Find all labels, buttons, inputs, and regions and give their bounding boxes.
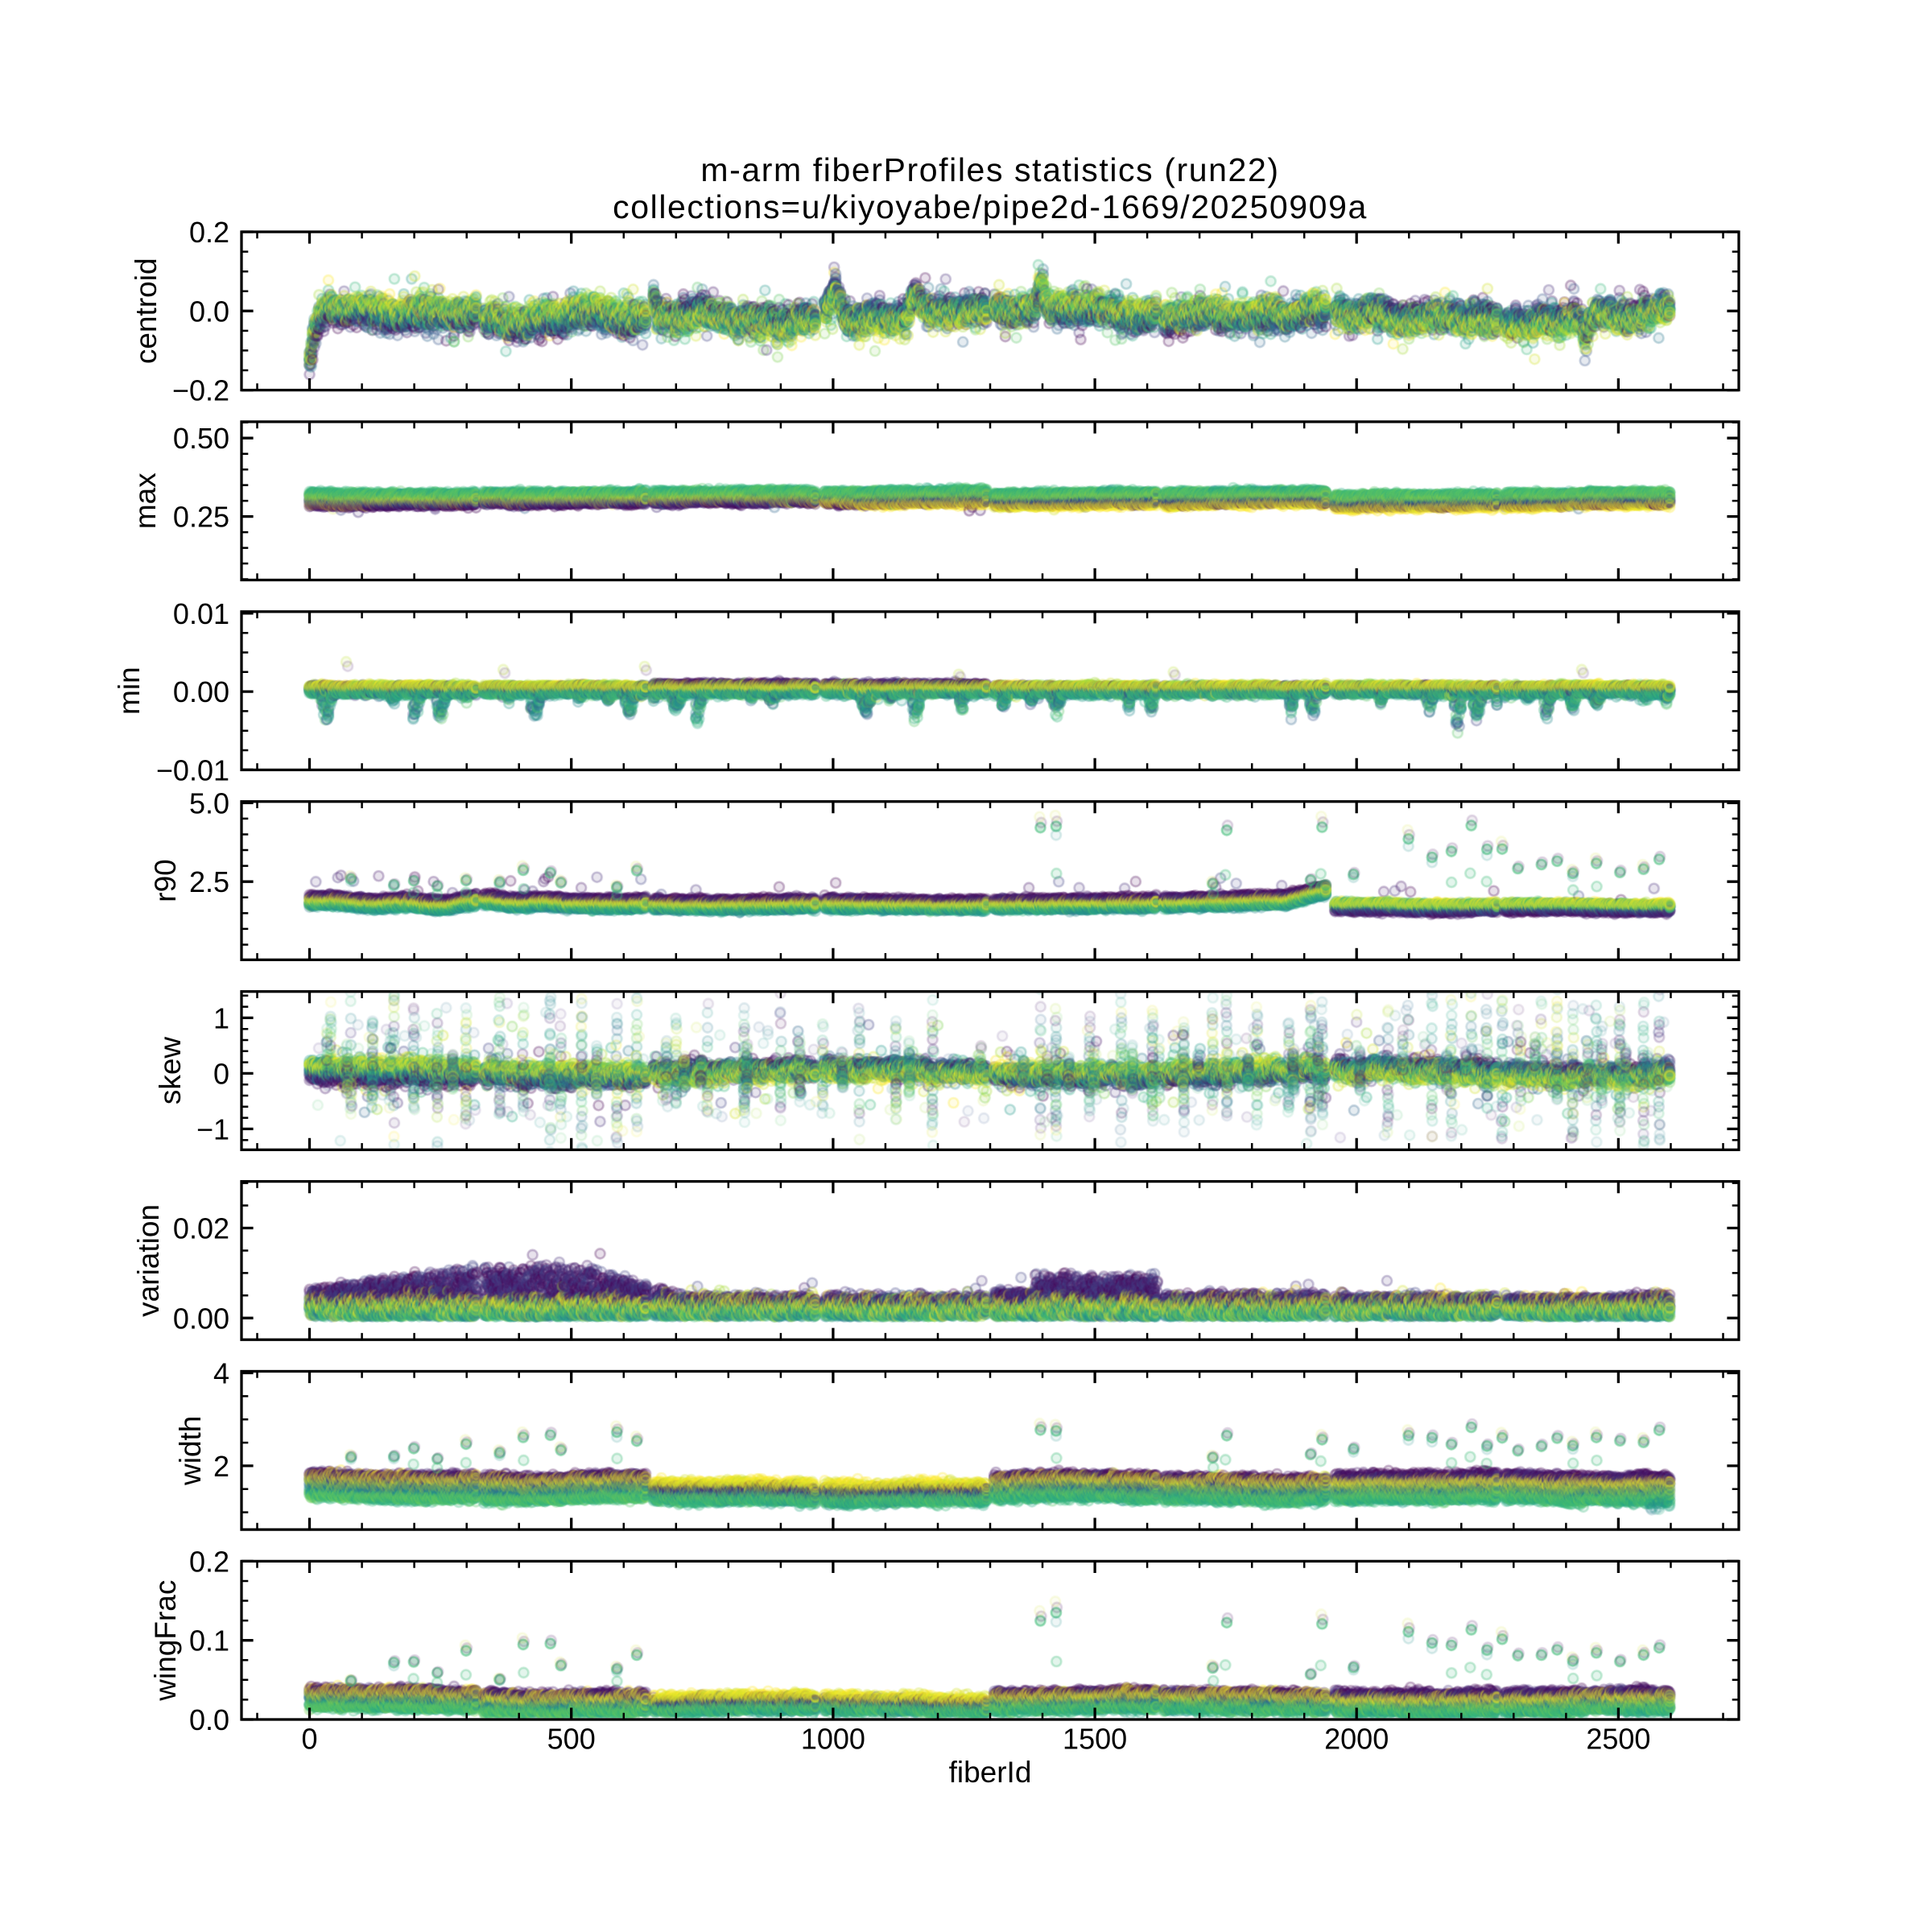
svg-text:0.25: 0.25: [173, 501, 229, 534]
svg-text:−1: −1: [196, 1113, 229, 1146]
svg-text:skew: skew: [154, 1037, 187, 1105]
svg-text:500: 500: [547, 1723, 596, 1756]
svg-text:max: max: [129, 473, 162, 529]
svg-text:−0.2: −0.2: [172, 374, 229, 407]
svg-text:fiberId: fiberId: [949, 1756, 1032, 1789]
svg-text:0.00: 0.00: [173, 675, 229, 708]
svg-text:2.5: 2.5: [189, 865, 229, 898]
svg-text:m-arm fiberProfiles statistics: m-arm fiberProfiles statistics (run22): [700, 151, 1279, 188]
svg-text:2: 2: [213, 1450, 229, 1483]
svg-text:collections=u/kiyoyabe/pipe2d-: collections=u/kiyoyabe/pipe2d-1669/20250…: [613, 188, 1368, 225]
svg-text:0.50: 0.50: [173, 422, 229, 455]
svg-text:2000: 2000: [1324, 1723, 1389, 1756]
svg-text:0.01: 0.01: [173, 597, 229, 630]
svg-text:r90: r90: [149, 859, 182, 902]
svg-text:centroid: centroid: [130, 258, 163, 364]
svg-text:0.0: 0.0: [189, 1703, 229, 1736]
svg-text:0: 0: [213, 1057, 229, 1090]
svg-text:1: 1: [213, 1001, 229, 1034]
svg-text:2500: 2500: [1586, 1723, 1650, 1756]
svg-text:0.1: 0.1: [189, 1624, 229, 1657]
svg-text:0.0: 0.0: [189, 295, 229, 328]
svg-text:min: min: [113, 667, 146, 715]
svg-text:−0.01: −0.01: [156, 753, 229, 786]
svg-text:0.2: 0.2: [189, 1545, 229, 1578]
svg-text:0.2: 0.2: [189, 216, 229, 249]
svg-text:0.00: 0.00: [173, 1302, 229, 1335]
svg-text:5.0: 5.0: [189, 786, 229, 819]
svg-text:0: 0: [301, 1723, 317, 1756]
svg-text:4: 4: [213, 1357, 229, 1390]
svg-text:0.02: 0.02: [173, 1212, 229, 1245]
svg-text:variation: variation: [132, 1204, 165, 1317]
svg-text:width: width: [174, 1416, 207, 1486]
svg-text:1000: 1000: [801, 1723, 865, 1756]
svg-text:wingFrac: wingFrac: [149, 1580, 182, 1702]
svg-text:1500: 1500: [1063, 1723, 1127, 1756]
